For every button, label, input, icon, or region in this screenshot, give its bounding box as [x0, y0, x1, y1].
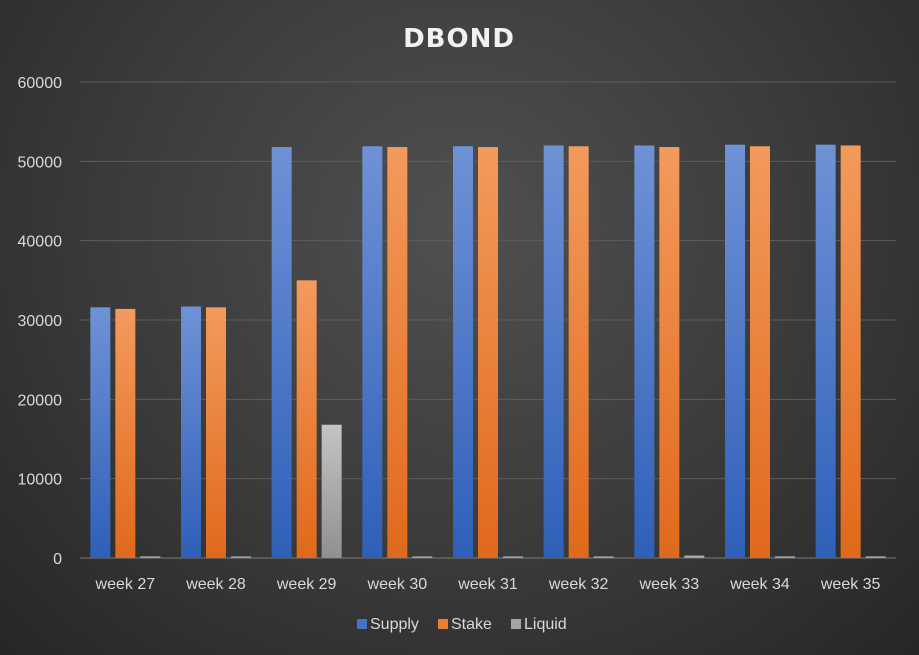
bar-supply-week-34: [725, 144, 745, 558]
y-tick-label: 0: [53, 551, 62, 568]
bar-stake-week-32: [568, 146, 589, 558]
y-tick-label: 60000: [18, 75, 63, 92]
bar-supply-week-32: [543, 145, 564, 558]
x-tick-label: week 32: [548, 576, 609, 593]
x-axis: week 27 week 28 week 29 week 30 week 31 week …: [95, 576, 881, 593]
y-tick-label: 40000: [18, 234, 63, 251]
x-tick-label: week 31: [457, 576, 518, 593]
y-tick-label: 20000: [18, 392, 63, 409]
bar-liquid-week-34: [775, 556, 795, 558]
bar-supply-week-33: [634, 145, 655, 558]
bar-stake-week-30: [387, 147, 408, 558]
bar-stake-week-33: [659, 147, 680, 558]
bar-liquid-week-30: [412, 556, 433, 558]
legend-label-liquid: Liquid: [524, 616, 567, 633]
bar-stake-week-27: [115, 308, 136, 558]
legend-swatch-supply: [357, 619, 367, 629]
y-tick-label: 30000: [18, 313, 63, 330]
bar-liquid-week-33: [684, 555, 705, 558]
bar-liquid-week-31: [503, 556, 523, 558]
bar-liquid-week-29: [321, 424, 342, 558]
legend-swatch-liquid: [511, 619, 521, 629]
bar-supply-week-30: [362, 146, 383, 558]
x-tick-label: week 33: [639, 576, 700, 593]
legend-label-stake: Stake: [451, 616, 492, 633]
bars: [90, 144, 886, 558]
bar-supply-week-28: [181, 306, 201, 558]
y-axis: 0 10000 20000 30000 40000 50000 60000: [18, 75, 63, 568]
bar-stake-week-34: [750, 146, 770, 558]
bar-liquid-week-32: [593, 556, 614, 558]
legend: Supply Stake Liquid: [357, 616, 567, 633]
bar-stake-week-28: [206, 307, 226, 558]
x-tick-label: week 28: [185, 576, 246, 593]
bar-supply-week-35: [815, 144, 836, 558]
x-tick-label: week 29: [276, 576, 337, 593]
x-tick-label: week 27: [95, 576, 156, 593]
bar-stake-week-29: [296, 280, 317, 558]
y-tick-label: 50000: [18, 154, 63, 171]
x-tick-label: week 34: [729, 576, 790, 593]
x-tick-label: week 30: [367, 576, 428, 593]
bar-supply-week-31: [453, 146, 473, 558]
bar-liquid-week-27: [140, 556, 161, 558]
bar-supply-week-29: [271, 147, 292, 558]
bar-stake-week-31: [478, 147, 498, 558]
bar-liquid-week-35: [865, 556, 886, 558]
legend-swatch-stake: [438, 619, 448, 629]
x-tick-label: week 35: [820, 576, 881, 593]
bar-stake-week-35: [840, 145, 861, 558]
y-tick-label: 10000: [18, 472, 63, 489]
legend-label-supply: Supply: [370, 616, 419, 633]
chart-title: DBOND: [403, 24, 515, 54]
bar-liquid-week-28: [231, 556, 251, 558]
bar-supply-week-27: [90, 307, 111, 558]
